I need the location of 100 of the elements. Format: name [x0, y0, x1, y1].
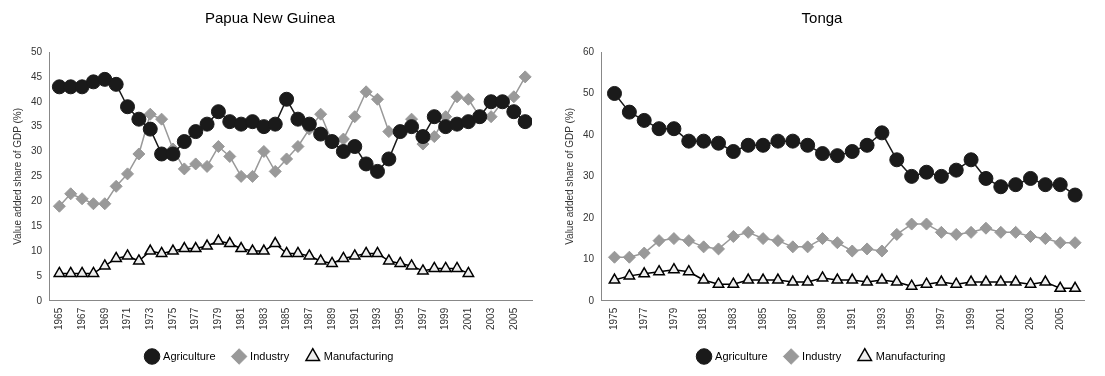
point	[108, 76, 124, 92]
point	[965, 275, 978, 286]
point	[1024, 277, 1037, 288]
x-tick-label: 1991	[845, 307, 857, 330]
point	[829, 148, 845, 164]
x-tick-label: 1981	[234, 307, 246, 330]
point	[920, 217, 934, 231]
point	[816, 271, 829, 282]
point	[257, 244, 270, 255]
legend-label: Manufacturing	[875, 349, 946, 362]
point	[97, 71, 113, 87]
point	[651, 121, 667, 137]
x-tick-label: 1975	[166, 307, 178, 330]
point	[905, 279, 918, 290]
x-tick-label: 1997	[416, 307, 428, 330]
point	[223, 149, 237, 163]
point	[121, 249, 134, 260]
y-tick-label: 45	[31, 70, 43, 82]
point	[188, 124, 204, 140]
point	[358, 156, 374, 172]
point	[845, 244, 859, 258]
point	[741, 225, 755, 239]
point	[359, 85, 373, 99]
legend-label: Agriculture	[715, 349, 768, 362]
point	[1009, 225, 1023, 239]
point	[76, 266, 89, 278]
point	[1037, 177, 1053, 193]
x-tick-label: 1987	[303, 307, 315, 330]
point	[637, 246, 651, 260]
point	[816, 232, 829, 246]
point	[785, 133, 801, 149]
chart-title: Papua New Guinea	[204, 9, 336, 27]
point	[712, 277, 725, 288]
x-tick-label: 1979	[212, 307, 224, 330]
point	[405, 259, 418, 270]
point	[1054, 281, 1067, 293]
point	[415, 129, 431, 145]
y-tick-label: 10	[583, 253, 595, 265]
point	[757, 273, 770, 284]
point	[132, 147, 146, 161]
point	[742, 273, 755, 284]
point	[292, 246, 304, 258]
point	[87, 266, 100, 278]
point	[1024, 229, 1038, 243]
point	[933, 168, 949, 184]
point	[301, 116, 317, 132]
point	[461, 92, 475, 106]
x-tick-label: 1977	[637, 307, 649, 330]
point	[176, 134, 192, 150]
point	[949, 227, 963, 241]
point	[313, 126, 329, 142]
point	[889, 152, 905, 168]
point	[786, 275, 799, 286]
point	[1067, 187, 1083, 203]
point	[653, 264, 666, 276]
point	[727, 277, 740, 288]
y-tick-label: 0	[36, 294, 43, 306]
point	[428, 261, 441, 273]
point	[303, 249, 316, 260]
point	[755, 137, 771, 153]
point	[697, 240, 711, 254]
point	[726, 229, 740, 243]
y-tick-label: 50	[31, 45, 43, 57]
x-tick-label: 1981	[697, 307, 709, 330]
x-tick-label: 2003	[1024, 307, 1036, 330]
point	[697, 273, 710, 284]
point	[109, 179, 123, 193]
point	[234, 169, 248, 183]
point	[1039, 275, 1052, 286]
point	[801, 240, 815, 254]
point	[861, 275, 874, 286]
point	[950, 277, 963, 288]
point	[636, 112, 652, 128]
x-tick-label: 1995	[905, 307, 917, 330]
point	[280, 152, 294, 166]
point	[336, 132, 350, 146]
x-tick-label: 1965	[53, 307, 65, 330]
point	[450, 90, 464, 104]
point	[608, 273, 621, 284]
point	[948, 162, 964, 178]
point	[394, 256, 407, 268]
point	[143, 107, 157, 121]
point	[335, 144, 351, 159]
point	[201, 239, 213, 250]
y-tick-label: 40	[583, 128, 595, 140]
point	[257, 145, 271, 158]
point	[416, 264, 429, 275]
point	[859, 137, 875, 153]
point	[98, 259, 111, 270]
point	[144, 244, 157, 255]
point	[682, 264, 695, 276]
point	[1038, 232, 1052, 246]
point	[360, 246, 373, 258]
x-tick-label: 1985	[280, 307, 292, 330]
x-tick-label: 2001	[462, 307, 474, 330]
point	[155, 112, 169, 126]
point	[622, 250, 636, 264]
point	[212, 234, 225, 245]
point	[120, 99, 136, 115]
point	[844, 144, 860, 159]
